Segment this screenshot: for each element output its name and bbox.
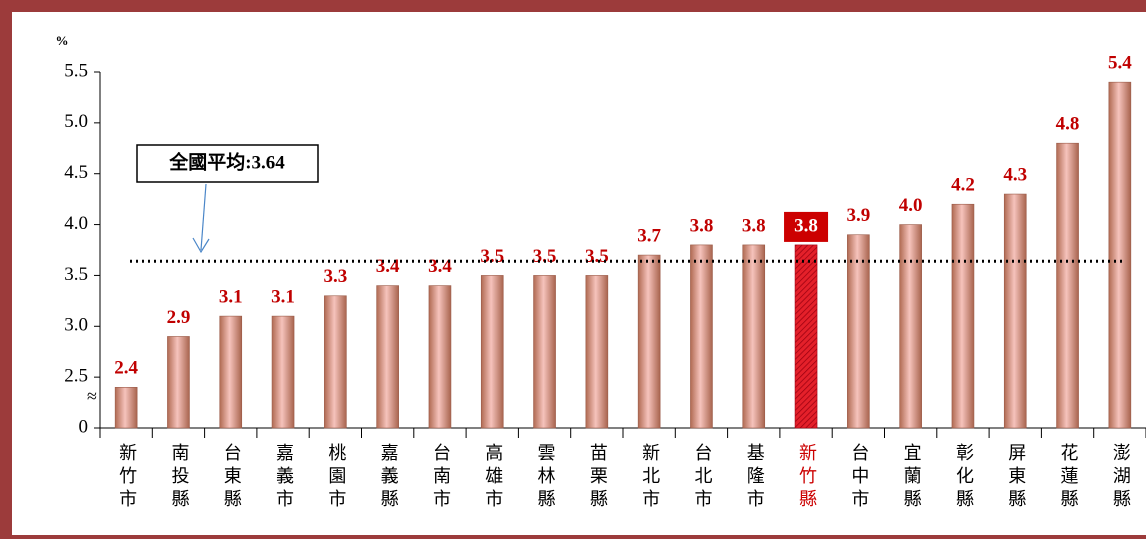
bar — [428, 285, 452, 429]
y-tick-label: 0 — [79, 416, 89, 437]
bar — [585, 275, 609, 429]
x-tick-label: 新北市 — [639, 443, 660, 512]
value-label: 4.8 — [1056, 114, 1080, 135]
y-tick-label: 4.0 — [64, 213, 88, 234]
bar — [637, 254, 661, 429]
bar — [1056, 142, 1079, 429]
value-label: 3.8 — [690, 215, 714, 236]
annotation: 全國平均:3.64 — [168, 150, 285, 173]
x-tick-label: 南投縣 — [168, 443, 189, 512]
bar — [114, 387, 138, 429]
x-tick-label: 彰化縣 — [953, 443, 974, 512]
value-label: 3.5 — [480, 246, 504, 267]
value-label: 3.1 — [219, 286, 243, 307]
y-tick-label: 3.0 — [64, 315, 88, 336]
value-label: 3.4 — [376, 256, 400, 277]
bar — [167, 336, 190, 429]
bar — [1003, 193, 1027, 429]
bar — [1108, 81, 1132, 429]
value-label: 3.5 — [533, 246, 557, 267]
value-label: 3.8 — [742, 215, 766, 236]
bar — [219, 315, 243, 429]
value-label-box — [784, 211, 829, 242]
x-tick-label: 高雄市 — [482, 443, 503, 512]
axis-break: ≈ — [87, 386, 97, 406]
bar — [794, 244, 818, 429]
y-tick-label: 5.5 — [64, 60, 88, 81]
value-label: 3.1 — [271, 286, 295, 307]
x-tick-label: 桃園市 — [325, 443, 346, 512]
annotation-arrowhead — [192, 237, 210, 254]
bar — [271, 315, 295, 429]
x-tick-label: 澎湖縣 — [1110, 443, 1131, 512]
y-axis-label: % — [56, 33, 69, 48]
x-tick-label: 宜蘭縣 — [901, 443, 922, 512]
y-tick-label: 3.5 — [64, 264, 88, 285]
value-label: 5.4 — [1108, 53, 1132, 74]
x-tick-label: 台北市 — [691, 443, 712, 512]
value-label: 3.8 — [794, 215, 818, 236]
x-tick-label: 屏東縣 — [1005, 443, 1026, 512]
x-tick-label: 台南市 — [430, 443, 451, 512]
value-label: 2.4 — [114, 358, 138, 379]
x-tick-label: 台東縣 — [221, 443, 242, 512]
bar — [951, 203, 975, 429]
value-label: 4.0 — [899, 195, 923, 216]
x-tick-label: 花蓮縣 — [1058, 443, 1079, 512]
x-tick-label: 嘉義縣 — [378, 443, 399, 512]
x-tick-label: 新竹縣 — [796, 443, 817, 512]
value-label: 3.3 — [323, 266, 347, 287]
bar — [690, 244, 713, 429]
bar — [742, 244, 766, 429]
bar — [533, 275, 556, 429]
value-label: 3.9 — [846, 205, 870, 226]
y-tick-label: 2.5 — [64, 366, 88, 387]
x-tick-label: 苗栗縣 — [587, 443, 608, 512]
bar — [480, 275, 504, 429]
x-tick-label: 新竹市 — [116, 443, 137, 512]
x-tick-label: 雲林縣 — [535, 443, 556, 512]
value-label: 2.9 — [167, 307, 191, 328]
x-tick-label: 基隆市 — [744, 443, 765, 512]
value-label: 3.7 — [637, 225, 661, 246]
value-label: 3.4 — [428, 256, 452, 277]
value-label: 4.2 — [951, 175, 975, 196]
x-tick-label: 嘉義市 — [273, 443, 294, 512]
x-tick-label: 台中市 — [848, 443, 869, 512]
annotation-arrow — [200, 183, 207, 251]
value-label: 4.3 — [1003, 164, 1027, 185]
bar — [847, 234, 870, 429]
value-label: 3.5 — [585, 246, 609, 267]
y-tick-label: 5.0 — [64, 111, 88, 132]
bar — [324, 295, 347, 429]
bar — [376, 285, 399, 429]
annotation-box — [136, 144, 319, 183]
bar — [899, 224, 922, 429]
y-tick-label: 4.5 — [64, 162, 88, 183]
